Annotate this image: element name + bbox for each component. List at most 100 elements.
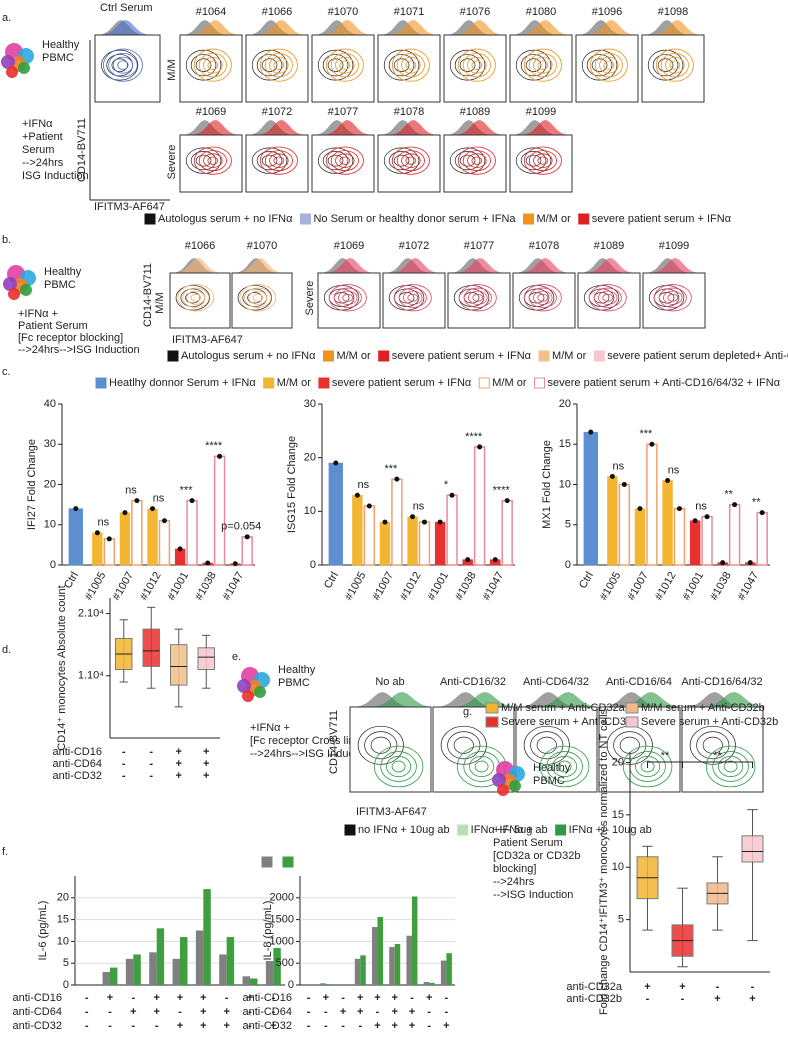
histogram: [350, 692, 431, 707]
bar: [360, 955, 366, 985]
histogram: [643, 258, 705, 273]
row-sign: -: [307, 1020, 311, 1032]
y-tick-label: 2.10⁴: [78, 607, 104, 619]
flow-plot: [443, 34, 507, 103]
bar: [394, 944, 401, 985]
bar: [158, 519, 171, 566]
contour: [523, 146, 562, 175]
data-dot: [177, 546, 183, 552]
bar: [180, 937, 188, 985]
row-sign: -: [149, 758, 153, 770]
contour: [198, 150, 227, 172]
data-dot: [504, 498, 510, 504]
data-dot: [134, 498, 140, 504]
contour: [622, 745, 673, 788]
row-sign: -: [85, 1006, 89, 1018]
label: IFITM3-AF647: [172, 334, 243, 346]
data-dot: [217, 453, 223, 459]
contour: [330, 150, 359, 172]
label: -->24hrs: [22, 157, 64, 169]
label: #1066: [185, 240, 216, 252]
histogram: [180, 120, 242, 135]
contour: [252, 293, 263, 302]
legend-label: M/M or: [537, 213, 572, 225]
data-dot: [410, 514, 416, 520]
legend-swatch: [144, 213, 156, 225]
bar: [728, 503, 741, 566]
row-sign: +: [107, 992, 113, 1004]
bar: [203, 889, 211, 985]
histogram: [318, 258, 380, 273]
x-tick-label: #1007: [625, 570, 651, 602]
label: Patient Serum: [493, 837, 563, 849]
bar: [418, 521, 431, 566]
row-sign: +: [223, 1006, 229, 1018]
contour: [472, 293, 484, 302]
row-label: anti-CD64: [12, 1006, 62, 1018]
data-dot: [73, 506, 79, 512]
bar: [133, 954, 141, 985]
contour: [396, 52, 425, 78]
bar: [68, 508, 83, 566]
contour: [264, 150, 293, 172]
row-label: anti-CD32b: [566, 993, 622, 1005]
row-sign: +: [223, 1020, 229, 1032]
row-sign: -: [324, 1006, 328, 1018]
row-sign: -: [108, 1006, 112, 1018]
contour: [388, 54, 415, 77]
contour: [193, 48, 232, 82]
significance: ns: [613, 460, 625, 472]
data-dot: [665, 477, 671, 483]
label: PBMC: [533, 775, 565, 787]
label: +IFNα: [22, 118, 53, 130]
label: -->24hrs-->ISG Induction: [250, 748, 372, 760]
contour: [364, 731, 398, 760]
label: +IFNα +: [493, 824, 533, 836]
bar: [473, 446, 486, 566]
histogram: [510, 20, 572, 35]
bar: [583, 431, 598, 566]
contour: [463, 287, 492, 308]
label: Anti-CD16/64: [606, 676, 672, 688]
bar: [213, 455, 226, 566]
significance: ****: [465, 431, 483, 443]
cell-icon: [8, 288, 20, 300]
legend-swatch: [478, 377, 490, 389]
legend-label: severe patient serum depleted+ Anti-CD16…: [607, 350, 788, 362]
contour: [640, 760, 655, 773]
bar: [328, 462, 343, 566]
bar: [320, 983, 326, 985]
bar: [273, 947, 281, 985]
x-tick-label: #1047: [221, 570, 247, 602]
label: Ctrl Serum: [100, 2, 153, 14]
histogram: [682, 692, 763, 707]
y-tick-label: 10: [304, 505, 316, 517]
data-dot: [609, 473, 615, 479]
y-tick-label: 40: [44, 398, 56, 410]
contour: [273, 156, 285, 165]
label: #1070: [328, 6, 359, 18]
contour: [322, 54, 349, 77]
data-dot: [394, 476, 400, 482]
bar: [446, 953, 452, 985]
contour: [111, 58, 128, 72]
x-tick-label: #1005: [598, 570, 624, 602]
y-tick-label: 20: [612, 756, 624, 768]
bar: [226, 937, 235, 985]
contour: [391, 760, 406, 773]
bar: [149, 952, 157, 985]
row-sign: -: [358, 1020, 362, 1032]
significance: **: [724, 489, 733, 501]
legend-label: M/M or: [336, 350, 371, 362]
data-dot: [465, 557, 471, 563]
label: M/M: [166, 59, 178, 80]
label: CD14-BV711: [142, 263, 154, 327]
flow-plot: [169, 272, 231, 329]
legend-label: severe patient serum + Anti-CD16/64/32 +…: [548, 377, 781, 389]
row-sign: +: [176, 758, 182, 770]
cell-icon: [1, 55, 15, 69]
row-sign: +: [392, 1006, 398, 1018]
row-sign: -: [131, 1020, 135, 1032]
flow-plot: [377, 34, 441, 103]
legend-swatch: [538, 350, 550, 362]
